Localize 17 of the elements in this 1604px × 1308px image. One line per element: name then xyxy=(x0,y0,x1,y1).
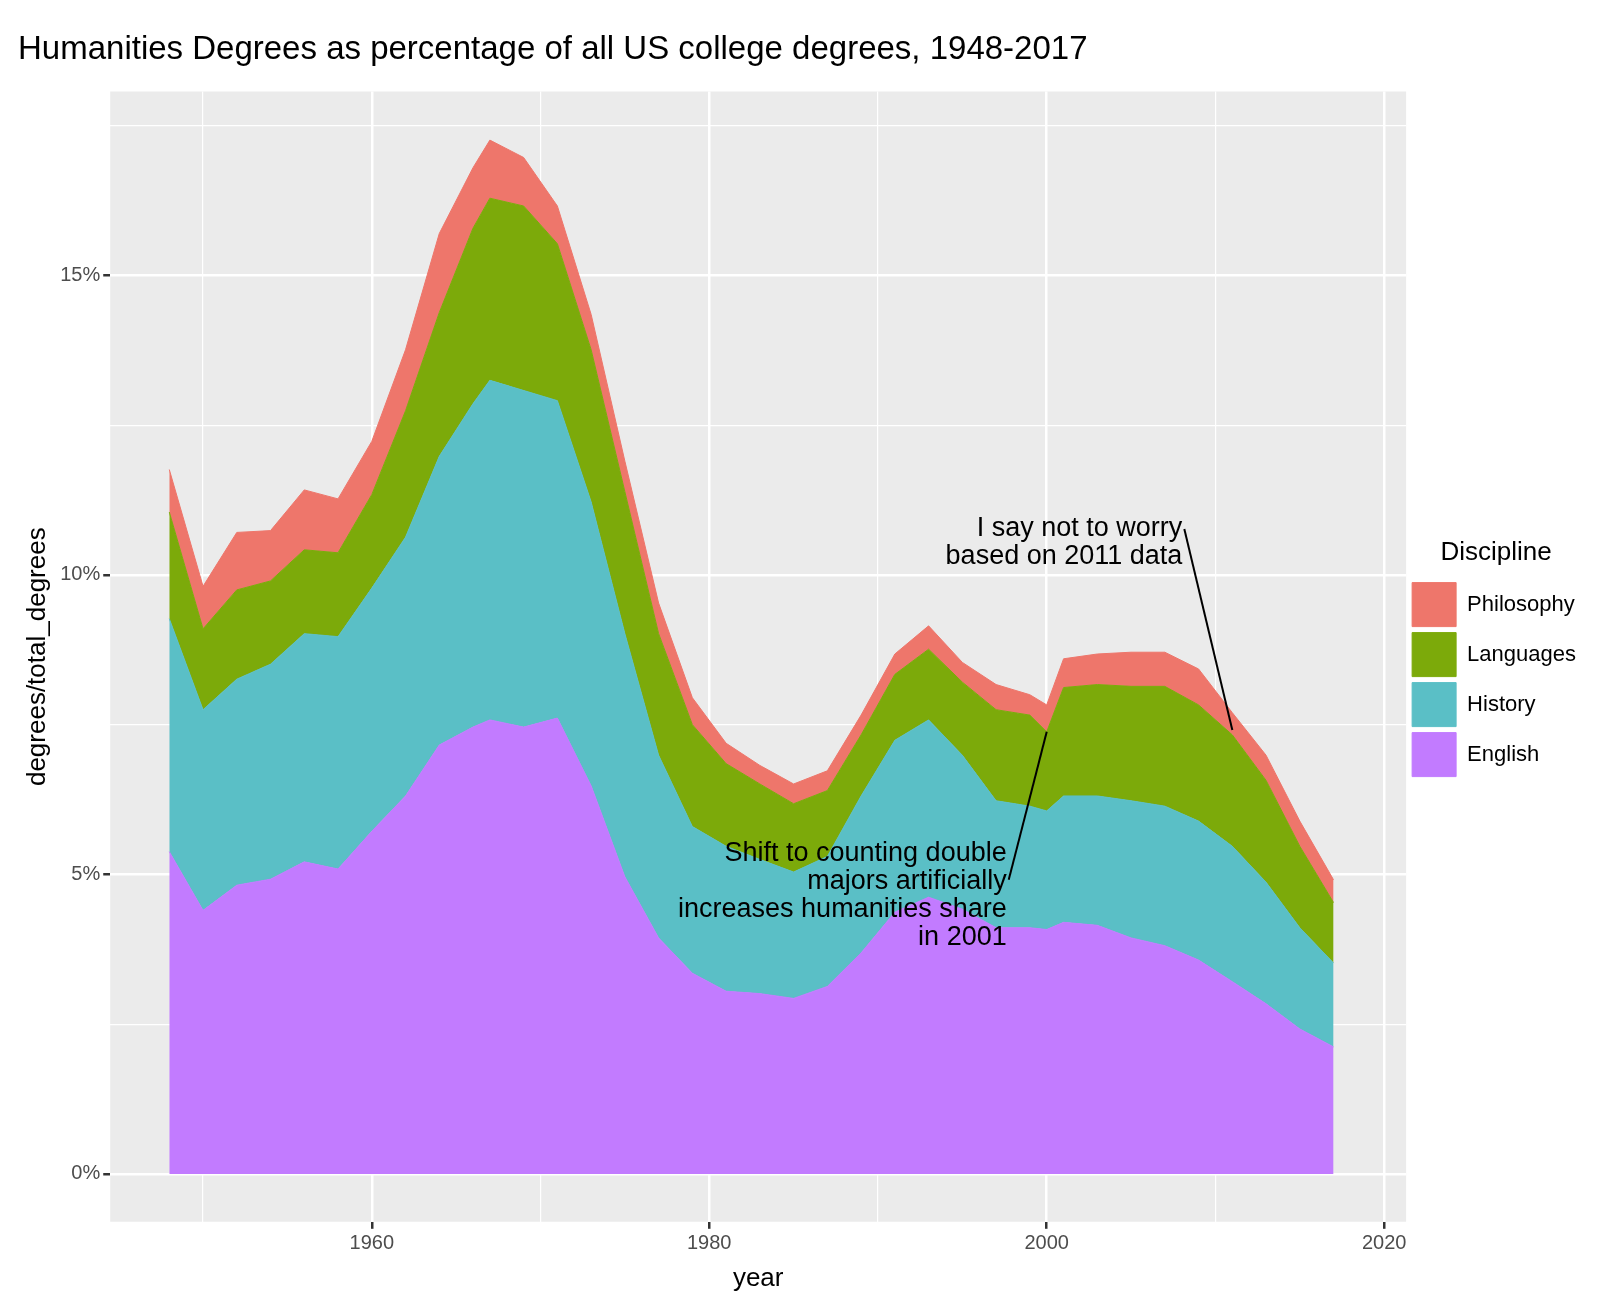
y-axis-title: degrees/total_degrees xyxy=(20,527,51,787)
legend-title: Discipline xyxy=(1440,535,1552,566)
legend-label: English xyxy=(1467,740,1540,766)
y-tick-label: 15% xyxy=(60,262,101,285)
legend-label: Languages xyxy=(1467,640,1577,666)
x-tick-label: 1960 xyxy=(349,1231,395,1254)
x-tick-label: 2020 xyxy=(1361,1231,1407,1254)
chart-title: Humanities Degrees as percentage of all US college degrees, 1948-2017 xyxy=(18,28,1088,66)
x-tick-label: 2000 xyxy=(1024,1231,1069,1254)
annotation: I say not to worry based on 2011 data xyxy=(945,512,1184,571)
y-tick-label: 10% xyxy=(60,562,101,585)
legend-label: History xyxy=(1467,690,1536,716)
x-axis-title: year xyxy=(732,1261,784,1292)
y-tick-label: 5% xyxy=(71,861,101,884)
y-tick-label: 0% xyxy=(71,1161,101,1184)
legend-label: Philosophy xyxy=(1467,590,1575,616)
x-tick-label: 1980 xyxy=(686,1231,732,1254)
